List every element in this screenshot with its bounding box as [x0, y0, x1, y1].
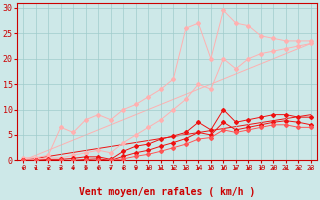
- X-axis label: Vent moyen/en rafales ( km/h ): Vent moyen/en rafales ( km/h ): [79, 187, 255, 197]
